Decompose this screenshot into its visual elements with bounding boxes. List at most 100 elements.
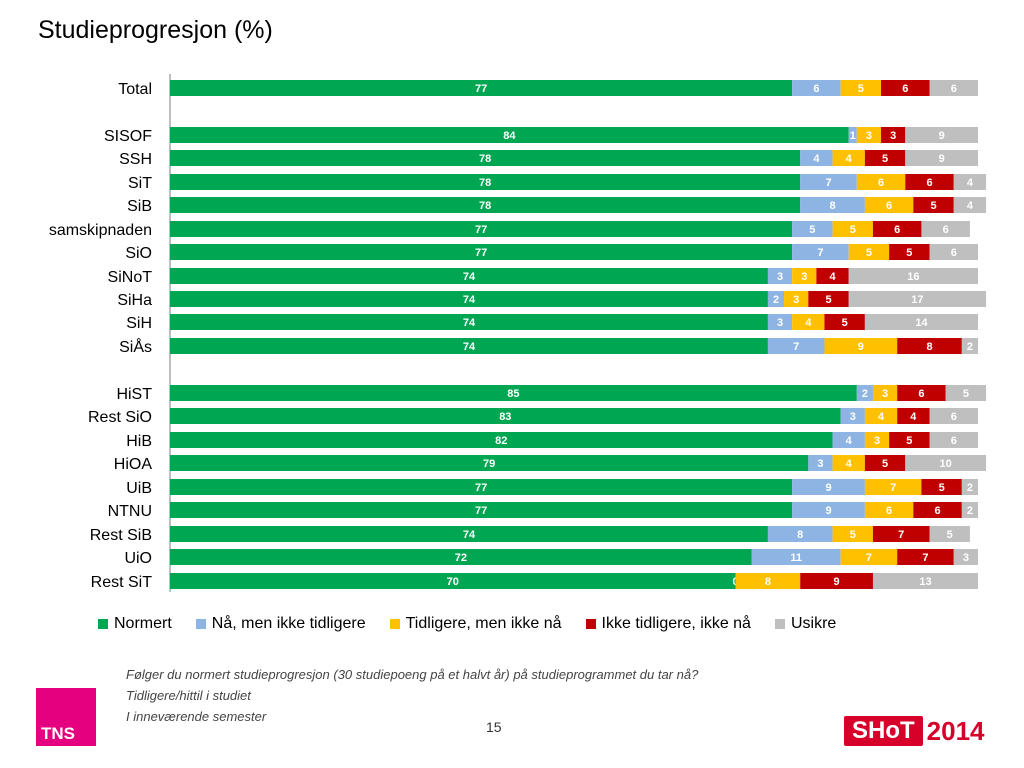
bar-segment — [913, 502, 962, 518]
bar-segment — [848, 291, 987, 307]
data-label: 3 — [777, 317, 783, 329]
data-label: 4 — [846, 435, 853, 447]
data-label: 4 — [967, 177, 974, 189]
data-label: 5 — [809, 224, 815, 236]
legend-swatch-tidligere — [389, 619, 400, 629]
category-label: SSH — [119, 151, 152, 168]
data-label: 5 — [930, 200, 936, 212]
bar-segment — [840, 80, 882, 96]
legend-label-normert: Normert — [114, 615, 172, 632]
data-label: 6 — [886, 505, 892, 517]
data-label: 5 — [850, 529, 856, 541]
bar-segment — [792, 268, 817, 284]
bar-segment — [792, 80, 841, 96]
bar-segment — [170, 549, 752, 565]
bar-segment — [905, 127, 978, 143]
legend-swatch-naa — [195, 619, 206, 629]
category-label: SiNoT — [108, 269, 153, 286]
bar-segment — [170, 479, 793, 495]
bar-segment — [864, 455, 906, 471]
data-label: 82 — [495, 435, 507, 447]
data-label: 5 — [947, 529, 953, 541]
bar-segment — [929, 432, 978, 448]
shot-logo-text: SHoT — [844, 716, 923, 746]
bar-segment — [897, 408, 930, 424]
bar-segment — [170, 80, 793, 96]
data-label: 7 — [817, 247, 823, 259]
legend-label-usikre: Usikre — [790, 615, 837, 632]
bar-segment — [881, 80, 930, 96]
data-label: 2 — [773, 294, 779, 306]
category-label: SiB — [127, 198, 152, 215]
data-label: 3 — [793, 294, 799, 306]
legend-item-tidligere: Tidligere, men ikke nå — [389, 615, 562, 633]
chart-title: Studieprogresjon (%) — [38, 16, 273, 44]
data-label: 4 — [805, 317, 812, 329]
data-label: 5 — [906, 247, 912, 259]
bar-segment — [945, 385, 987, 401]
data-label: 6 — [886, 200, 892, 212]
data-label: 8 — [926, 341, 932, 353]
bar-segment — [751, 549, 841, 565]
data-label: 7 — [825, 177, 831, 189]
bar-segment — [824, 314, 865, 330]
data-label: 5 — [882, 458, 888, 470]
data-label: 1 — [850, 130, 856, 142]
data-label: 3 — [866, 130, 872, 142]
legend-item-usikre: Usikre — [774, 615, 837, 633]
bar-segment — [840, 549, 898, 565]
bar-segment — [170, 291, 768, 307]
bar-segment — [767, 291, 785, 307]
bar-segment — [929, 526, 970, 542]
legend-item-ikke: Ikke tidligere, ikke nå — [585, 615, 751, 633]
legend-item-naa: Nå, men ikke tidligere — [195, 615, 366, 633]
category-label: NTNU — [108, 503, 152, 520]
data-label: 84 — [503, 130, 516, 142]
bar-segment — [170, 150, 801, 166]
data-label: 79 — [483, 458, 495, 470]
bar-segment — [905, 174, 954, 190]
category-label: HiOA — [114, 456, 153, 473]
data-label: 77 — [475, 505, 487, 517]
bar-segment — [889, 244, 930, 260]
bar-segment — [792, 314, 825, 330]
data-label: 3 — [817, 458, 823, 470]
legend-item-normert: Normert — [98, 615, 172, 633]
bar-segment — [856, 127, 882, 143]
bar-segment — [897, 385, 946, 401]
data-label: 6 — [943, 224, 949, 236]
bar-segment — [832, 432, 865, 448]
data-label: 72 — [455, 552, 467, 564]
data-label: 6 — [951, 83, 957, 95]
data-label: 14 — [915, 317, 928, 329]
bar-segment — [832, 221, 873, 237]
data-label: 7 — [890, 482, 896, 494]
data-label: 3 — [874, 435, 880, 447]
bar-segment — [808, 455, 833, 471]
data-label: 11 — [790, 552, 802, 564]
bar-segment — [767, 338, 825, 354]
bar-segment — [897, 338, 962, 354]
data-label: 9 — [825, 482, 831, 494]
data-label: 74 — [463, 271, 476, 283]
category-label: Rest SiT — [91, 574, 153, 591]
data-label: 9 — [834, 576, 840, 588]
data-label: 5 — [825, 294, 831, 306]
bar-segment — [170, 385, 857, 401]
footnote: Følger du normert studieprogresjon (30 s… — [126, 664, 698, 727]
footnote-line-2: Tidligere/hittil i studiet — [126, 688, 251, 703]
bar-segment — [872, 526, 930, 542]
data-label: 2 — [967, 505, 973, 517]
data-label: 2 — [862, 388, 868, 400]
category-label: HiST — [116, 386, 152, 403]
category-label: UiO — [124, 550, 152, 567]
data-label: 6 — [813, 83, 819, 95]
data-label: 77 — [475, 224, 487, 236]
category-label: SiH — [126, 315, 152, 332]
bar-segment — [961, 479, 978, 495]
data-label: 74 — [463, 317, 476, 329]
data-label: 6 — [951, 247, 957, 259]
category-label: SiHa — [117, 292, 152, 309]
data-label: 5 — [882, 153, 888, 165]
